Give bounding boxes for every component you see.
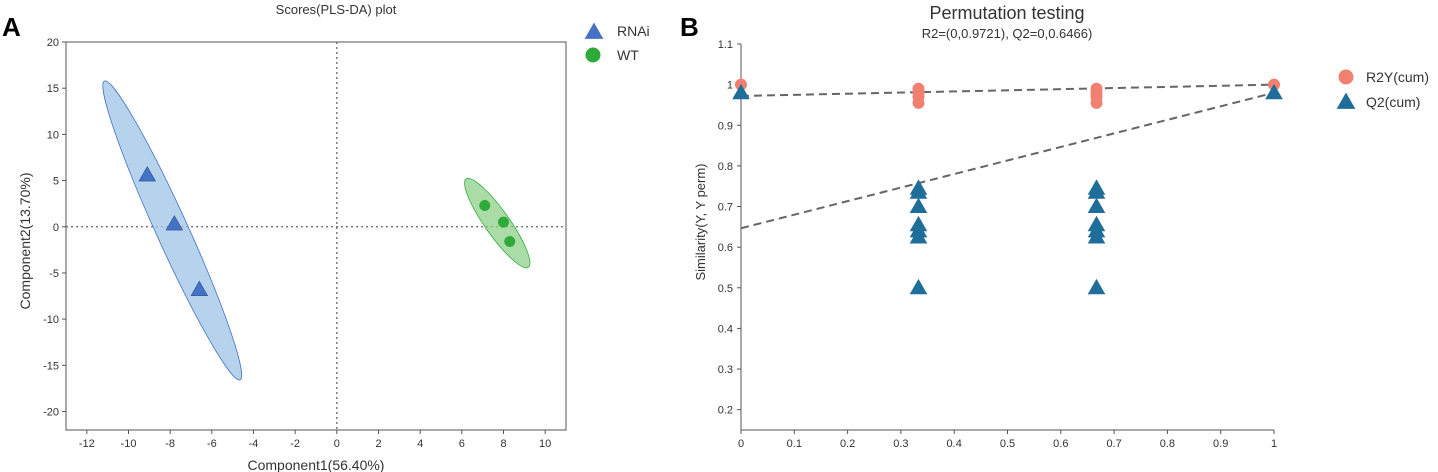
y-tick-label: 1	[727, 80, 733, 92]
x-tick-label: 6	[459, 438, 465, 450]
y-tick-label: 0.3	[718, 364, 733, 376]
q2-regression-line	[740, 91, 1275, 230]
q2-point	[1087, 228, 1106, 244]
x-tick-label: -2	[290, 438, 300, 450]
legend-rnai-marker	[584, 22, 604, 39]
permutation-y-label: Similarity(Y, Y perm)	[693, 163, 708, 280]
panel-b-letter: B	[680, 12, 699, 42]
q2-point	[1087, 278, 1106, 295]
x-tick-label: -4	[249, 438, 259, 450]
r2y-point	[1090, 96, 1103, 109]
y-tick-label: 10	[47, 129, 59, 141]
y-tick-label: 0.4	[718, 323, 733, 335]
legend-rnai-label: RNAi	[617, 23, 650, 39]
q2-point	[909, 228, 928, 244]
x-tick-label: -10	[121, 438, 137, 450]
wt-confidence-ellipse	[464, 178, 531, 269]
pls-da-title: Scores(PLS-DA) plot	[276, 2, 397, 17]
y-tick-label: -20	[43, 407, 59, 419]
x-tick-label: 0	[738, 438, 744, 450]
legend-q2-label: Q2(cum)	[1366, 94, 1420, 110]
rnai-point	[190, 280, 209, 296]
y-tick-label: 5	[53, 176, 59, 188]
y-tick-label: 0.8	[718, 161, 733, 173]
q2-point	[909, 197, 928, 214]
x-tick-label: 8	[500, 438, 506, 450]
pls-da-legend: RNAi WT	[584, 22, 650, 63]
wt-point	[504, 236, 516, 248]
x-tick-label: 0.2	[840, 438, 855, 450]
x-tick-label: 0.6	[1053, 438, 1068, 450]
x-tick-label: 10	[539, 438, 551, 450]
x-tick-label: 0.9	[1213, 438, 1228, 450]
permutation-panel: B Permutation testing R2=(0,0.9721), Q2=…	[680, 3, 1429, 450]
y-tick-label: 1.1	[718, 39, 733, 51]
y-tick-label: 0.5	[718, 283, 733, 295]
legend-wt-marker	[585, 47, 601, 63]
legend-r2y-marker	[1338, 69, 1354, 85]
x-tick-label: -8	[165, 438, 175, 450]
legend-wt-label: WT	[617, 47, 639, 63]
permutation-legend: R2Y(cum) Q2(cum)	[1336, 69, 1429, 110]
q2-point	[1087, 183, 1106, 199]
rnai-point	[138, 166, 157, 182]
x-tick-label: 0.3	[893, 438, 908, 450]
y-tick-label: 0.6	[718, 242, 733, 254]
y-tick-label: 0	[53, 222, 59, 234]
x-tick-label: 0.4	[947, 438, 962, 450]
pls-da-x-label: Component1(56.40%)	[248, 457, 385, 472]
x-tick-label: 0.5	[1000, 438, 1015, 450]
r2y-point	[912, 96, 925, 109]
pls-da-panel: A Scores(PLS-DA) plot Component1(56.40%)…	[2, 2, 650, 472]
legend-r2y-label: R2Y(cum)	[1366, 69, 1429, 85]
x-tick-label: 2	[375, 438, 381, 450]
q2-point	[909, 183, 928, 199]
rnai-confidence-ellipse	[102, 80, 243, 381]
panel-a-letter: A	[2, 12, 21, 42]
y-tick-label: -15	[43, 360, 59, 372]
y-tick-label: -10	[43, 314, 59, 326]
y-tick-label: 15	[47, 83, 59, 95]
q2-point	[1087, 197, 1106, 214]
legend-q2-marker	[1336, 92, 1356, 109]
pls-da-plot-frame	[65, 41, 567, 431]
y-tick-label: 20	[47, 37, 59, 49]
x-tick-label: 0.8	[1160, 438, 1175, 450]
y-tick-label: 0.9	[718, 120, 733, 132]
x-tick-label: 0.1	[787, 438, 802, 450]
x-tick-label: 0	[334, 438, 340, 450]
y-tick-label: 0.2	[718, 405, 733, 417]
wt-point	[479, 200, 491, 212]
pls-da-y-label: Component2(13.70%)	[17, 173, 33, 310]
x-tick-label: 4	[417, 438, 423, 450]
r2y-regression-line	[740, 83, 1275, 97]
x-tick-label: 0.7	[1106, 438, 1121, 450]
q2-point	[1265, 83, 1283, 100]
rnai-point	[165, 215, 184, 231]
x-tick-label: -6	[207, 438, 217, 450]
wt-point	[498, 216, 509, 228]
permutation-subtitle: R2=(0,0.9721), Q2=0,0.6466)	[922, 26, 1093, 41]
q2-point	[909, 278, 928, 295]
x-tick-label: 1	[1271, 438, 1277, 450]
x-tick-label: -12	[79, 438, 95, 450]
q2-point	[732, 83, 750, 100]
permutation-title: Permutation testing	[929, 3, 1084, 23]
y-tick-label: -5	[49, 268, 59, 280]
y-tick-label: 0.7	[718, 202, 733, 214]
